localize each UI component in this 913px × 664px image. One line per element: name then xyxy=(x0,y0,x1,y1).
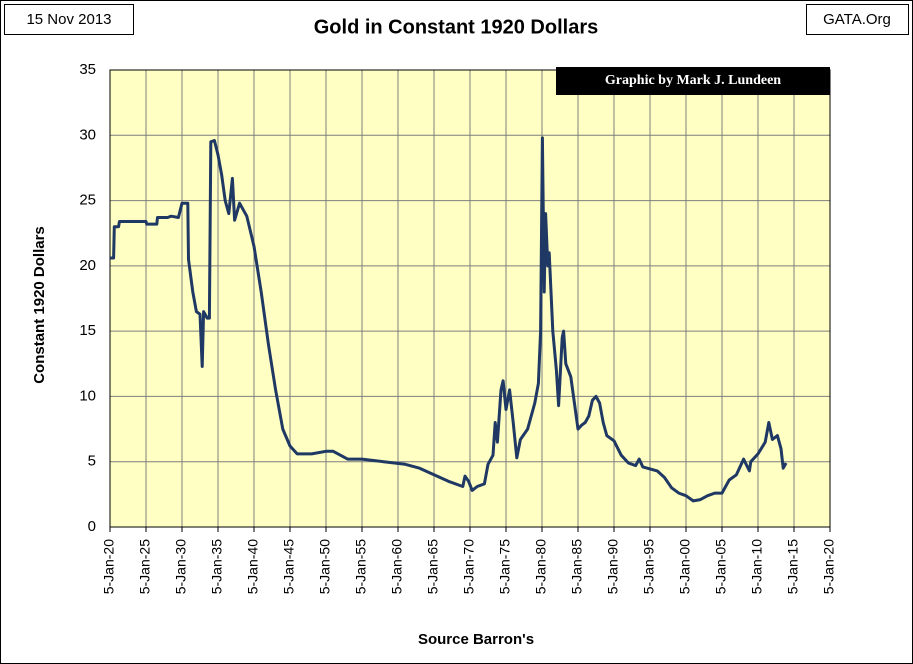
y-tick-label: 35 xyxy=(79,61,96,78)
y-tick-label: 20 xyxy=(79,257,96,274)
source-box xyxy=(806,4,909,35)
y-tick-label: 15 xyxy=(79,322,96,339)
x-tick-label: 5-Jan-75 xyxy=(497,539,513,594)
x-tick-label: 5-Jan-60 xyxy=(389,539,405,594)
x-tick-label: 5-Jan-95 xyxy=(641,539,657,594)
x-tick-label: 5-Jan-00 xyxy=(677,539,693,594)
x-tick-label: 5-Jan-45 xyxy=(281,539,297,594)
x-tick-label: 5-Jan-30 xyxy=(173,539,189,594)
x-tick-label: 5-Jan-10 xyxy=(749,539,765,594)
x-axis-label: Source Barron's xyxy=(418,631,534,648)
x-tick-label: 5-Jan-40 xyxy=(245,539,261,594)
x-tick-label: 5-Jan-35 xyxy=(209,539,225,594)
y-tick-label: 5 xyxy=(88,453,96,470)
credit: Graphic by Mark J. Lundeen xyxy=(605,73,781,88)
chart-title: Gold in Constant 1920 Dollars xyxy=(314,16,599,38)
x-tick-label: 5-Jan-80 xyxy=(533,539,549,594)
x-tick-label: 5-Jan-15 xyxy=(785,539,801,594)
x-tick-label: 5-Jan-65 xyxy=(425,539,441,594)
plot-border xyxy=(109,69,831,528)
x-tick-label: 5-Jan-05 xyxy=(713,539,729,594)
date-note: 15 Nov 2013 xyxy=(26,11,111,28)
x-tick-label: 5-Jan-90 xyxy=(605,539,621,594)
x-tick-label: 5-Jan-20 xyxy=(821,539,837,594)
y-tick-label: 25 xyxy=(79,192,96,209)
x-tick-label: 5-Jan-55 xyxy=(353,539,369,594)
line xyxy=(110,136,788,503)
y-tick-label: 30 xyxy=(79,126,96,143)
credit-box xyxy=(556,67,830,95)
date-box xyxy=(4,4,134,35)
y-tick-label: 10 xyxy=(79,387,96,404)
x-tick-label: 5-Jan-20 xyxy=(101,539,117,594)
x-tick-label: 5-Jan-70 xyxy=(461,539,477,594)
y-axis-label: Constant 1920 Dollars xyxy=(31,226,48,384)
y-tick-label: 0 xyxy=(88,518,96,535)
x-tick-label: 5-Jan-85 xyxy=(569,539,585,594)
x-tick-label: 5-Jan-25 xyxy=(137,539,153,594)
x-tick-label: 5-Jan-50 xyxy=(317,539,333,594)
source-note: GATA.Org xyxy=(823,11,891,28)
